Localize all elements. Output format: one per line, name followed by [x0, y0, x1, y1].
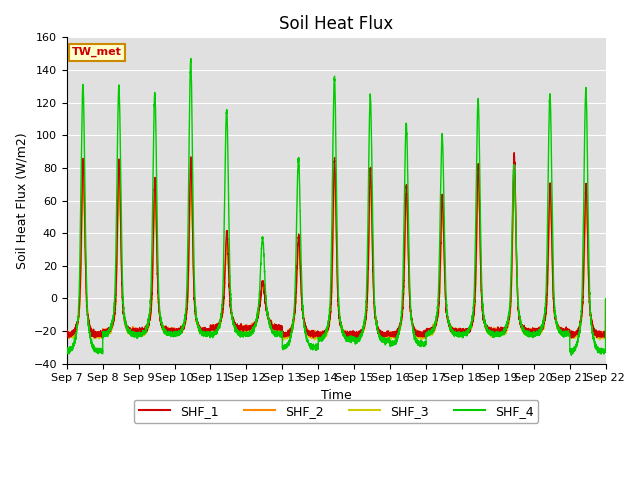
- Line: SHF_4: SHF_4: [67, 59, 605, 355]
- SHF_1: [602, 297, 609, 303]
- SHF_2: [511, 162, 518, 168]
- SHF_4: [568, 352, 575, 358]
- Line: SHF_1: SHF_1: [67, 153, 605, 338]
- SHF_4: [457, 332, 465, 337]
- SHF_4: [318, 336, 326, 341]
- SHF_1: [573, 329, 580, 335]
- SHF_4: [63, 349, 70, 355]
- SHF_3: [63, 333, 70, 339]
- SHF_2: [472, 272, 480, 278]
- SHF_2: [573, 328, 580, 334]
- SHF_3: [318, 334, 326, 340]
- SHF_2: [579, 292, 587, 298]
- SHF_3: [279, 337, 287, 343]
- SHF_2: [316, 336, 324, 342]
- Line: SHF_2: SHF_2: [67, 165, 605, 339]
- Line: SHF_3: SHF_3: [67, 176, 605, 340]
- X-axis label: Time: Time: [321, 389, 351, 402]
- SHF_2: [602, 298, 609, 304]
- Text: TW_met: TW_met: [72, 47, 122, 58]
- SHF_3: [246, 325, 253, 331]
- SHF_1: [318, 332, 326, 337]
- SHF_3: [472, 274, 480, 280]
- SHF_3: [511, 173, 518, 179]
- SHF_1: [246, 324, 253, 330]
- SHF_4: [187, 56, 195, 61]
- SHF_2: [246, 324, 253, 330]
- SHF_1: [457, 330, 465, 336]
- SHF_1: [63, 333, 70, 338]
- SHF_4: [573, 342, 580, 348]
- Legend: SHF_1, SHF_2, SHF_3, SHF_4: SHF_1, SHF_2, SHF_3, SHF_4: [134, 400, 538, 423]
- SHF_4: [602, 296, 609, 301]
- SHF_1: [472, 264, 480, 269]
- SHF_3: [579, 294, 587, 300]
- SHF_3: [602, 297, 609, 303]
- SHF_1: [510, 150, 518, 156]
- Title: Soil Heat Flux: Soil Heat Flux: [279, 15, 394, 33]
- SHF_1: [346, 335, 354, 341]
- SHF_1: [579, 286, 587, 291]
- SHF_2: [318, 331, 326, 336]
- SHF_3: [457, 330, 465, 336]
- SHF_3: [573, 331, 580, 337]
- SHF_2: [457, 327, 465, 333]
- SHF_4: [579, 242, 587, 248]
- SHF_4: [246, 331, 254, 336]
- Y-axis label: Soil Heat Flux (W/m2): Soil Heat Flux (W/m2): [15, 132, 28, 269]
- SHF_4: [472, 206, 480, 212]
- SHF_2: [63, 333, 70, 339]
